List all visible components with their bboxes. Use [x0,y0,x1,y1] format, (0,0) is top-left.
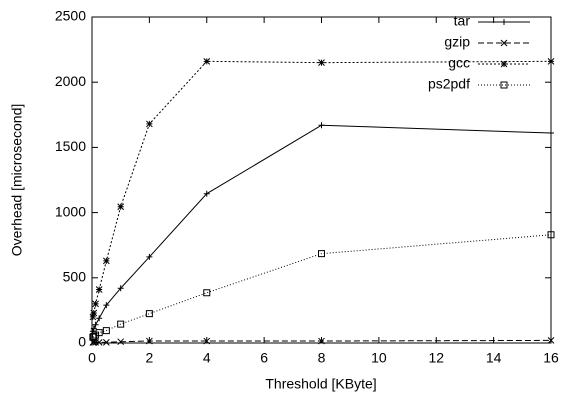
x-tick-label: 10 [371,350,387,366]
y-tick-label: 2000 [55,73,86,89]
point-marker [92,300,99,308]
point-marker [318,59,325,66]
legend-marker [500,39,508,47]
point-marker [117,203,125,211]
legend-marker [501,19,507,25]
point-marker [96,315,103,322]
point-marker [146,120,153,128]
legend-label: gcc [448,55,470,71]
point-marker [95,329,103,337]
point-marker [203,289,211,297]
point-marker [117,338,125,346]
plot-frame [91,16,552,344]
x-tick-label: 4 [203,350,211,366]
point-marker [90,332,98,340]
point-marker [547,337,555,344]
point-marker [548,130,554,137]
y-tick-label: 2500 [55,8,86,24]
point-marker [203,337,211,345]
point-marker [92,321,99,328]
y-tick-label: 0 [78,334,86,350]
y-axis-label: Overhead [microsecond] [9,104,25,257]
point-marker [89,333,97,341]
point-marker [95,338,103,346]
x-tick-label: 0 [88,350,96,366]
point-marker [117,285,124,292]
point-marker [146,253,153,260]
series-line [92,60,552,318]
series-line [92,339,552,343]
point-marker [318,122,325,129]
y-tick-label: 1500 [55,138,86,154]
point-marker [318,337,325,345]
legend-label: gzip [444,34,470,50]
point-marker [146,337,153,345]
x-tick-label: 2 [145,350,153,366]
x-tick-label: 16 [543,350,559,366]
point-marker [203,190,210,197]
point-marker [89,313,97,321]
point-marker [547,57,555,65]
point-marker [145,310,153,318]
legend-label: tar [454,13,471,29]
series-line [92,124,552,332]
legend-marker [500,60,508,68]
x-tick-label: 14 [486,350,502,366]
x-tick-label: 6 [260,350,268,366]
point-marker [117,320,125,328]
point-marker [318,250,325,258]
point-marker [102,338,110,346]
point-marker [547,231,555,239]
x-tick-label: 8 [318,350,326,366]
point-marker [95,286,103,293]
point-marker [90,309,98,317]
point-marker [90,325,97,332]
series-line [92,234,552,338]
legend-label: ps2pdf [428,76,470,92]
x-tick-label: 12 [428,350,444,366]
legend-marker [500,81,508,89]
y-tick-label: 1000 [55,203,86,219]
point-marker [102,327,110,335]
y-tick-label: 500 [63,269,87,285]
point-marker [203,57,211,65]
point-marker [103,302,110,309]
point-marker [102,257,110,265]
x-axis-label: Threshold [KByte] [265,376,376,392]
